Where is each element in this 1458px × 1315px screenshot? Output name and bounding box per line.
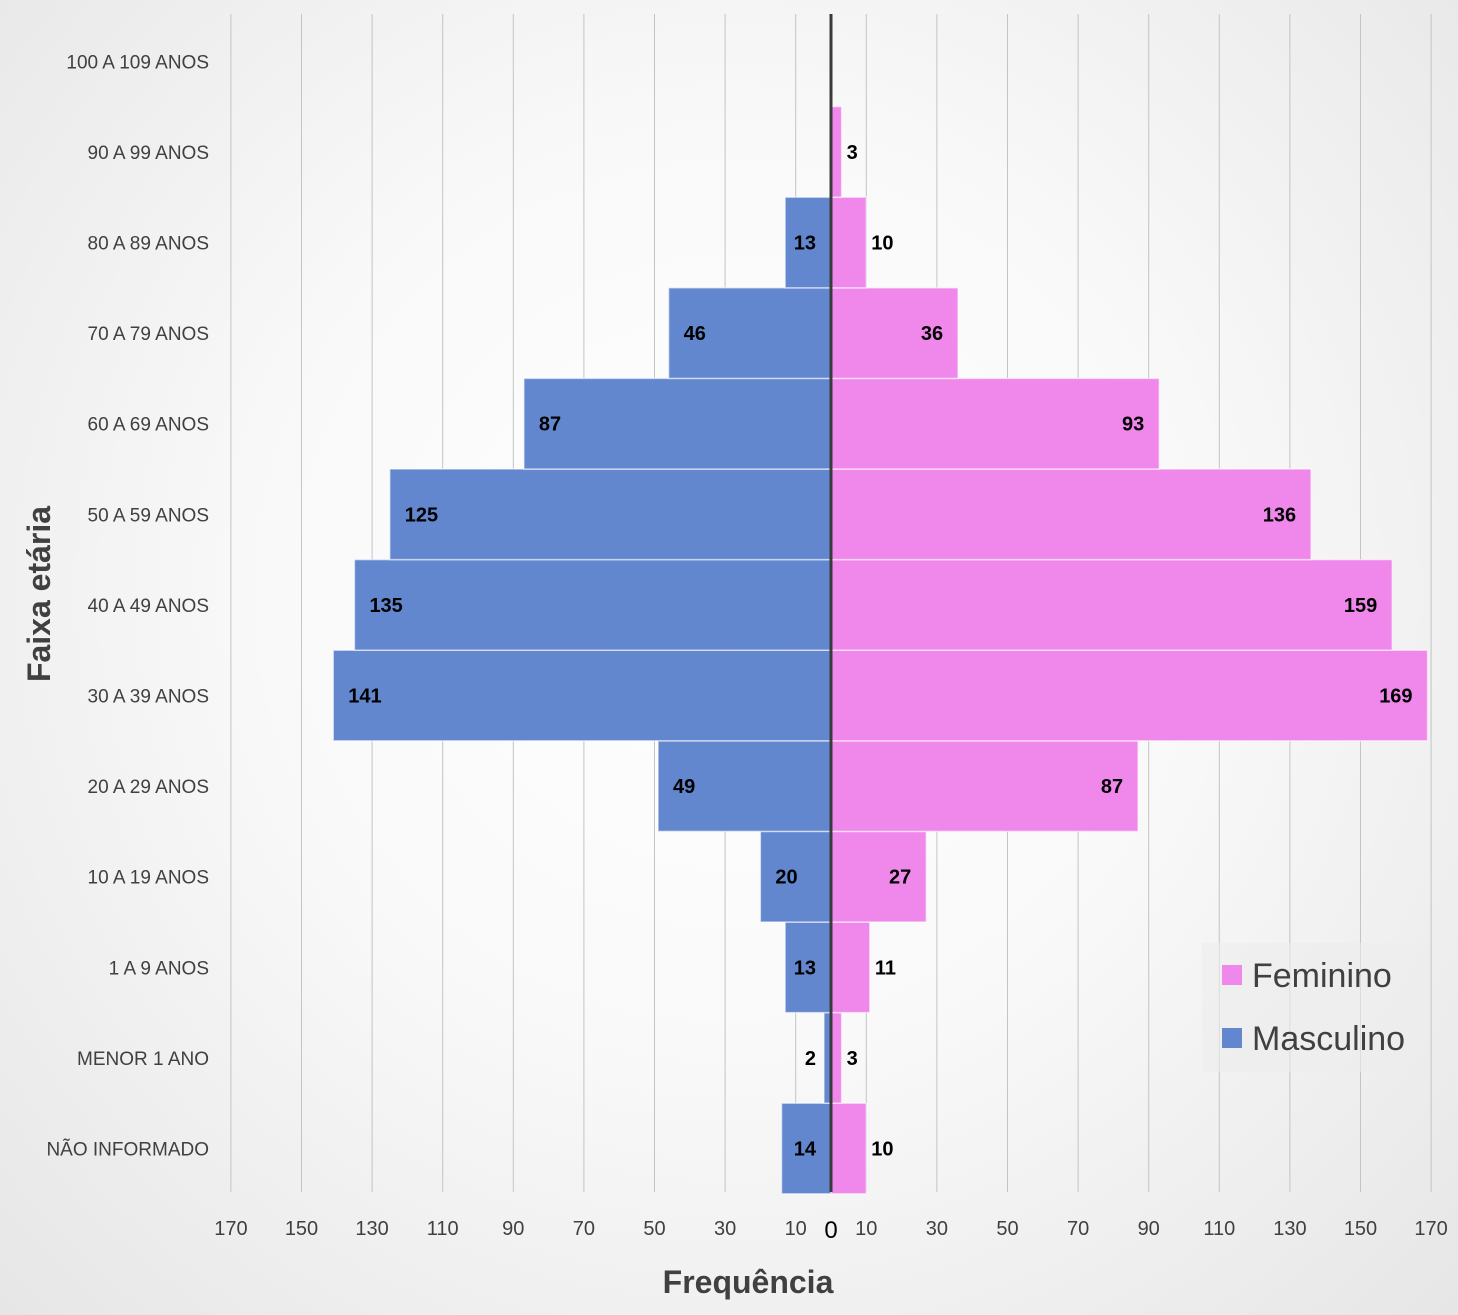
category-label: 80 A 89 ANOS xyxy=(88,234,209,255)
data-label: 13 xyxy=(794,957,816,979)
tick-label: 70 xyxy=(1067,1218,1089,1240)
bar xyxy=(332,649,832,742)
tick-label: 0 xyxy=(824,1217,837,1244)
bar xyxy=(830,377,1161,470)
data-label: 13 xyxy=(794,233,816,255)
data-label: 14 xyxy=(794,1139,817,1161)
x-axis-title: Frequência xyxy=(663,1264,834,1300)
category-label: NÃO INFORMADO xyxy=(46,1139,209,1161)
bar xyxy=(830,287,959,380)
data-label: 20 xyxy=(775,867,797,889)
tick-label: 10 xyxy=(785,1218,807,1240)
tick-label: 110 xyxy=(427,1218,459,1240)
category-label: 90 A 99 ANOS xyxy=(88,143,209,164)
tick-label: 130 xyxy=(355,1218,388,1240)
data-label: 46 xyxy=(684,323,706,345)
data-label: 49 xyxy=(673,776,695,798)
legend-swatch xyxy=(1222,1028,1242,1048)
data-label: 169 xyxy=(1379,686,1412,708)
category-label: 60 A 69 ANOS xyxy=(88,415,209,436)
tick-label: 150 xyxy=(285,1218,318,1240)
tick-label: 10 xyxy=(855,1218,877,1240)
category-label: 50 A 59 ANOS xyxy=(88,505,209,526)
bar xyxy=(353,558,832,651)
bar xyxy=(830,740,1139,833)
tick-label: 70 xyxy=(573,1218,595,1240)
data-label: 36 xyxy=(921,323,943,345)
bar xyxy=(830,1102,868,1195)
tick-label: 30 xyxy=(926,1218,948,1240)
bar xyxy=(784,921,832,1014)
data-label: 135 xyxy=(369,595,402,617)
tick-label: 90 xyxy=(502,1218,524,1240)
data-label: 10 xyxy=(871,1139,893,1161)
bar xyxy=(523,377,832,470)
bar xyxy=(830,649,1429,742)
category-label: 20 A 29 ANOS xyxy=(88,777,209,798)
data-label: 136 xyxy=(1263,504,1296,526)
data-label: 93 xyxy=(1122,414,1144,436)
category-label: 10 A 19 ANOS xyxy=(88,868,209,889)
category-label: 40 A 49 ANOS xyxy=(88,596,209,617)
data-label: 3 xyxy=(847,142,858,164)
bar xyxy=(830,558,1394,651)
legend-box xyxy=(1202,943,1430,1072)
bar xyxy=(830,196,868,289)
category-label: 100 A 109 ANOS xyxy=(66,52,209,73)
data-label: 11 xyxy=(875,957,896,979)
data-label: 87 xyxy=(1101,776,1123,798)
category-label: MENOR 1 ANO xyxy=(77,1049,209,1070)
tick-label: 50 xyxy=(996,1218,1018,1240)
tick-label: 170 xyxy=(1414,1218,1447,1240)
legend-label: Masculino xyxy=(1252,1020,1405,1058)
tick-label: 50 xyxy=(643,1218,665,1240)
tick-label: 90 xyxy=(1138,1218,1160,1240)
y-axis-title: Faixa etária xyxy=(21,506,57,682)
category-label: 70 A 79 ANOS xyxy=(88,324,209,345)
legend-label: Feminino xyxy=(1252,957,1392,995)
bar xyxy=(830,830,928,923)
tick-label: 30 xyxy=(714,1218,736,1240)
data-label: 141 xyxy=(348,686,381,708)
tick-label: 150 xyxy=(1344,1218,1377,1240)
bar xyxy=(667,287,832,380)
bar xyxy=(389,468,832,561)
data-label: 125 xyxy=(405,504,438,526)
data-label: 27 xyxy=(889,867,911,889)
category-label: 30 A 39 ANOS xyxy=(88,687,209,708)
tick-label: 130 xyxy=(1273,1218,1306,1240)
tick-label: 170 xyxy=(214,1218,247,1240)
data-label: 10 xyxy=(871,233,893,255)
bar xyxy=(759,830,832,923)
data-label: 159 xyxy=(1344,595,1377,617)
data-label: 87 xyxy=(539,414,561,436)
bar xyxy=(830,921,871,1014)
bar xyxy=(830,468,1312,561)
bar xyxy=(830,1011,843,1104)
tick-label: 110 xyxy=(1203,1218,1235,1240)
data-label: 2 xyxy=(805,1048,816,1070)
bar xyxy=(830,105,843,198)
data-label: 3 xyxy=(847,1048,858,1070)
legend-swatch xyxy=(1222,965,1242,985)
category-label: 1 A 9 ANOS xyxy=(109,958,209,979)
